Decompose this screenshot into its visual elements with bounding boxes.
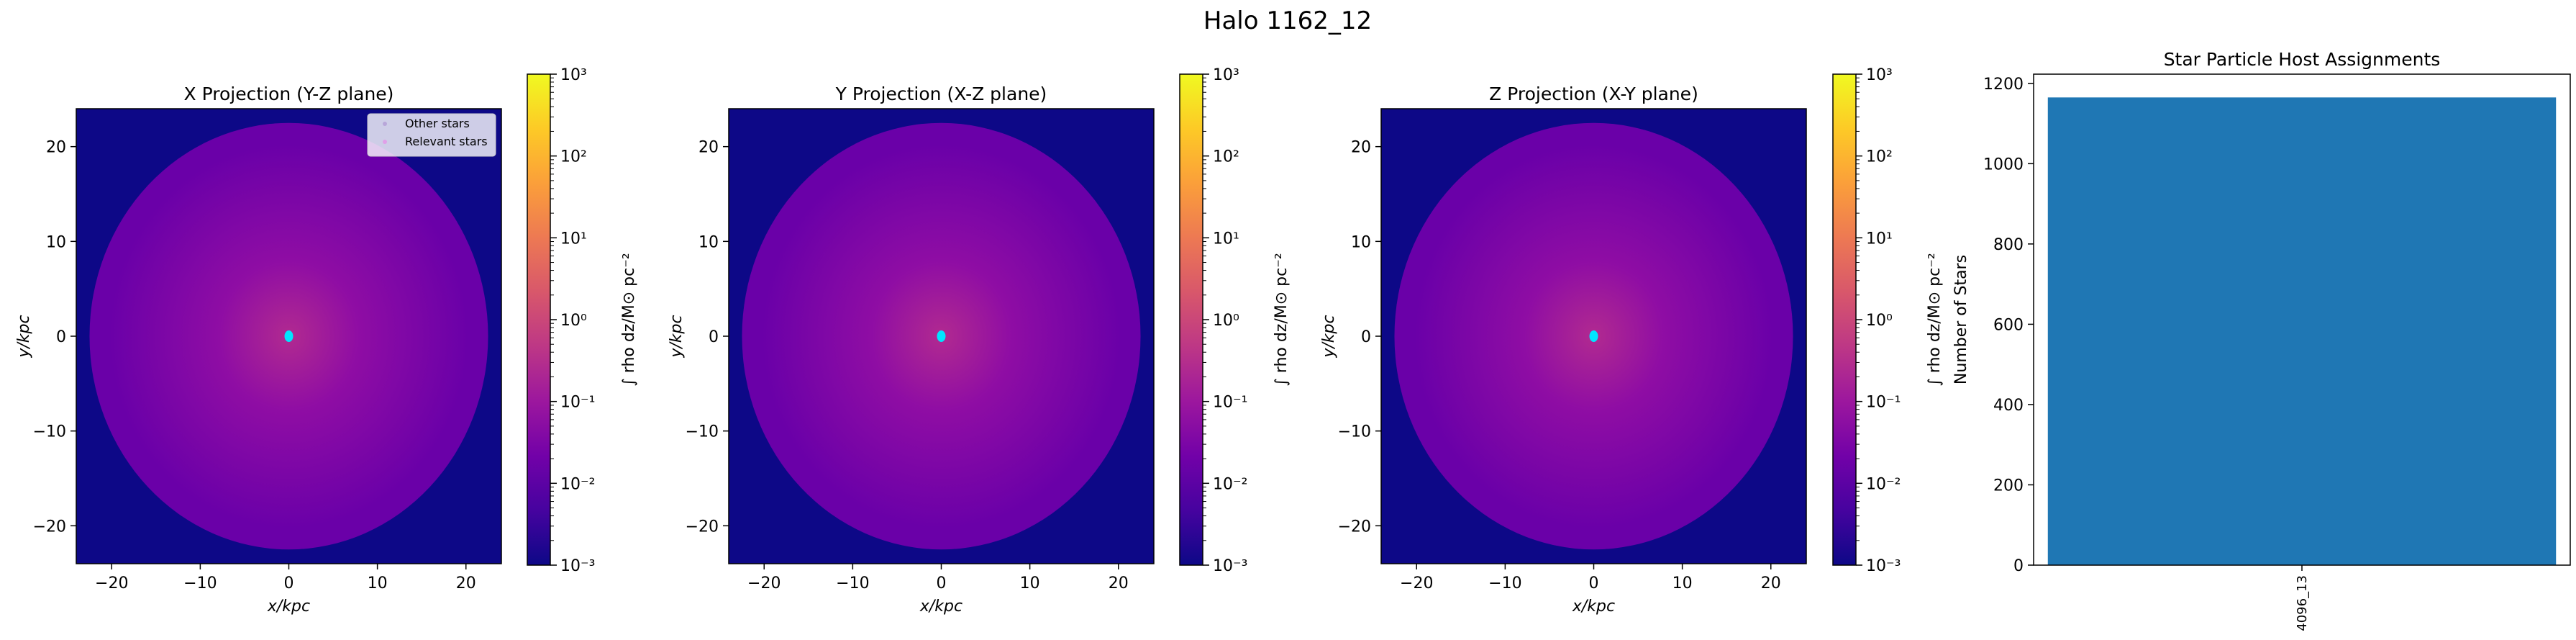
x-tick-label: −20	[1400, 574, 1433, 592]
figure-suptitle: Halo 1162_12	[1203, 6, 1372, 35]
x-tick-label: −10	[1488, 574, 1521, 592]
colorbar-tick-label: 10⁰	[1213, 312, 1239, 330]
colorbar-tick-label: 10³	[1213, 66, 1239, 84]
y-tick-label: 400	[1993, 397, 2024, 415]
legend-box	[367, 113, 496, 157]
legend-marker	[383, 122, 387, 126]
x-tick-label: 20	[456, 574, 476, 592]
x-axis-label: x/kpc	[267, 598, 310, 616]
panel-title: Y Projection (X-Z plane)	[835, 84, 1047, 104]
colorbar-tick-label: 10⁻³	[560, 557, 595, 575]
y-tick-label: 200	[1993, 477, 2024, 495]
y-tick-label: 0	[1361, 328, 1371, 346]
x-axis-label: x/kpc	[1572, 598, 1615, 616]
relevant-stars-cluster	[284, 330, 293, 342]
y-tick-label: 600	[1993, 316, 2024, 334]
x-tick-label: 0	[284, 574, 294, 592]
y-tick-label: −20	[1338, 518, 1371, 536]
colorbar	[527, 73, 551, 566]
colorbar	[1179, 73, 1203, 566]
y-tick-label: −10	[686, 423, 719, 441]
y-tick-label: −20	[33, 518, 66, 536]
panel-title: Z Projection (X-Y plane)	[1489, 84, 1698, 104]
bar-panel: Star Particle Host Assignments 4096_13 0 20…	[1952, 49, 2571, 631]
y-tick-label: 0	[56, 328, 66, 346]
y-tick-label: −20	[686, 518, 719, 536]
x-tick-label: 20	[1109, 574, 1129, 592]
legend-entry: Relevant stars	[405, 135, 488, 148]
axes-frame	[2033, 73, 2571, 566]
x-tick-label: −10	[836, 574, 869, 592]
colorbar-tick-label: 10⁻²	[1213, 475, 1247, 493]
heatmap-panel-2: Y Projection (X-Z plane) −20 −10 0 10 20 −20 −1…	[668, 66, 1291, 616]
relevant-stars-cluster	[937, 330, 946, 342]
y-tick-label: 1200	[1983, 76, 2024, 94]
colorbar-tick-label: 10²	[560, 148, 587, 166]
x-tick-label: 4096_13	[2295, 575, 2310, 631]
y-tick-label: 20	[46, 139, 66, 157]
y-axis-label: y/kpc	[668, 315, 686, 358]
colorbar-label: ∫ rho dz/M⊙ pc⁻²	[1273, 253, 1291, 386]
colorbar-tick-label: 10⁻³	[1866, 557, 1901, 575]
colorbar-tick-label: 10³	[560, 66, 587, 84]
y-axis-label: y/kpc	[15, 315, 33, 358]
y-tick-label: 20	[1351, 139, 1371, 157]
y-axis-label: y/kpc	[1320, 315, 1338, 358]
colorbar-tick-label: 10⁻²	[1866, 475, 1901, 493]
y-tick-label: 20	[698, 139, 719, 157]
panel-title: Star Particle Host Assignments	[2164, 49, 2441, 70]
bar-4096_13	[2047, 97, 2557, 566]
x-axis-label: x/kpc	[919, 598, 962, 616]
x-tick-label: −10	[183, 574, 217, 592]
colorbar-tick-label: 10⁻¹	[1866, 394, 1901, 412]
y-tick-label: 10	[46, 233, 66, 251]
colorbar-tick-label: 10²	[1866, 148, 1893, 166]
colorbar-tick-label: 10⁰	[1866, 312, 1893, 330]
legend-entry: Other stars	[405, 117, 470, 130]
x-tick-label: −20	[747, 574, 780, 592]
heatmap-panel-3: Z Projection (X-Y plane) −20 −10 0 10 20 −20 −1…	[1320, 66, 1944, 616]
colorbar-label: ∫ rho dz/M⊙ pc⁻²	[1926, 253, 1944, 386]
colorbar-tick-label: 10³	[1866, 66, 1893, 84]
colorbar-tick-label: 10¹	[1213, 230, 1239, 248]
x-tick-label: 10	[1020, 574, 1040, 592]
legend: Other stars Relevant stars	[367, 113, 496, 157]
y-tick-label: 10	[1351, 233, 1371, 251]
y-tick-label: 800	[1993, 236, 2024, 254]
y-tick-label: 0	[709, 328, 719, 346]
colorbar-tick-label: 10⁻²	[560, 475, 595, 493]
x-tick-label: 20	[1761, 574, 1781, 592]
colorbar-tick-label: 10⁰	[560, 312, 587, 330]
colorbar	[1832, 73, 1857, 566]
y-tick-label: 10	[698, 233, 719, 251]
colorbar-tick-label: 10¹	[1866, 230, 1893, 248]
x-tick-label: 10	[368, 574, 388, 592]
legend-marker	[383, 140, 387, 144]
y-tick-label: 1000	[1983, 156, 2024, 173]
colorbar-tick-label: 10¹	[560, 230, 587, 248]
relevant-stars-cluster	[1589, 330, 1598, 342]
x-tick-label: 0	[937, 574, 947, 592]
x-tick-label: 10	[1672, 574, 1693, 592]
y-tick-label: −10	[33, 423, 66, 441]
y-tick-label: 0	[2013, 557, 2024, 575]
y-axis-label: Number of Stars	[1952, 255, 1970, 384]
heatmap-panel-1: X Projection (Y-Z plane) −20 −10 0 10 20 −20 −1…	[15, 66, 638, 616]
colorbar-tick-label: 10⁻¹	[560, 394, 595, 412]
colorbar-label: ∫ rho dz/M⊙ pc⁻²	[620, 253, 638, 386]
colorbar-tick-label: 10⁻¹	[1213, 394, 1247, 412]
x-tick-label: −20	[95, 574, 128, 592]
x-tick-label: 0	[1589, 574, 1599, 592]
panel-title: X Projection (Y-Z plane)	[184, 84, 394, 104]
colorbar-tick-label: 10²	[1213, 148, 1239, 166]
y-tick-label: −10	[1338, 423, 1371, 441]
colorbar-tick-label: 10⁻³	[1213, 557, 1247, 575]
